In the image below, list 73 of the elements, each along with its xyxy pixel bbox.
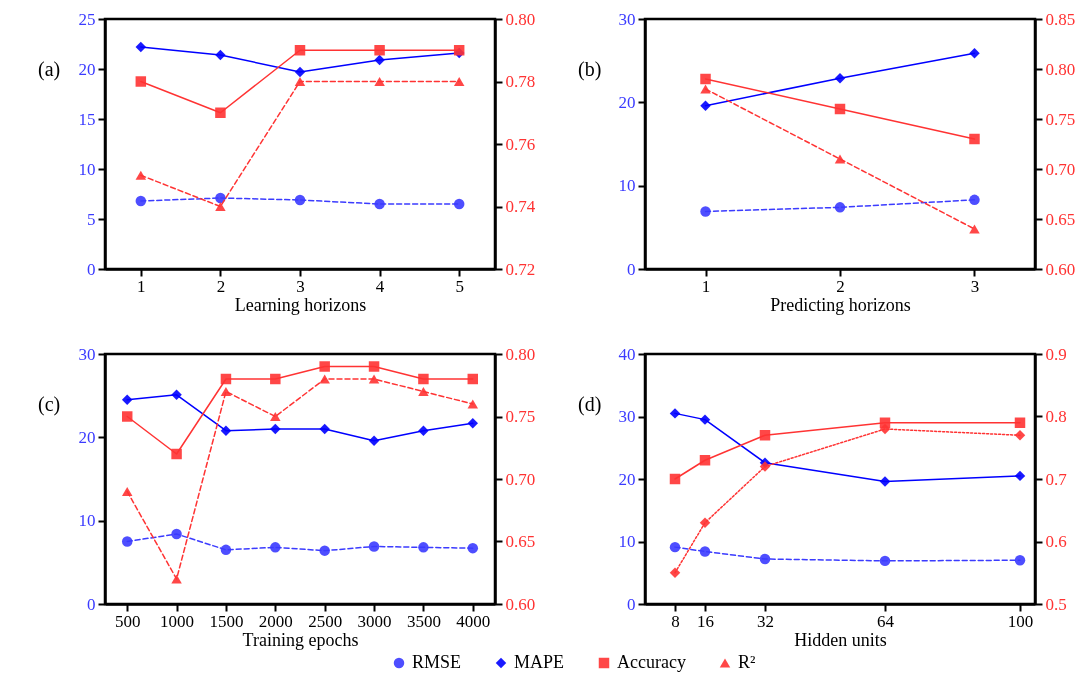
x-axis-title: Learning horizons [234, 294, 367, 315]
y-tick-label: 20 [618, 469, 636, 489]
legend-label: RMSE [412, 652, 462, 672]
x-tick-label: 2000 [258, 611, 293, 631]
x-tick-label: 3500 [406, 611, 441, 631]
y-tick-label: 20 [78, 59, 96, 79]
y2-tick-label: 0.80 [1045, 59, 1076, 79]
x-tick-label: 4 [375, 276, 385, 296]
y-tick-label: 40 [618, 344, 636, 364]
y2-tick-label: 0.8 [1045, 407, 1067, 426]
y2-tick-label: 0.70 [1045, 159, 1076, 179]
y-tick-label: 0 [627, 594, 636, 614]
y-tick-label: 30 [618, 9, 636, 29]
y2-tick-label: 0.60 [505, 594, 536, 614]
y-tick-label: 15 [78, 109, 96, 129]
text: (a) [38, 58, 61, 81]
x-tick-label: 1500 [209, 611, 244, 631]
x-tick-label: 8 [671, 611, 680, 631]
x-tick-label: 4000 [456, 611, 491, 631]
y-tick-label: 25 [78, 9, 96, 29]
y-tick-label: 20 [618, 92, 636, 112]
x-tick-label: 1 [137, 276, 146, 296]
y2-tick-label: 0.75 [505, 407, 536, 426]
y-tick-label: 10 [78, 511, 96, 531]
x-tick-label: 3 [296, 276, 305, 296]
x-tick-label: 2500 [308, 611, 343, 631]
y2-tick-label: 0.70 [505, 469, 536, 489]
y-tick-label: 5 [87, 209, 96, 229]
y2-tick-label: 0.78 [505, 72, 536, 91]
y2-tick-label: 0.75 [1045, 109, 1076, 129]
x-axis-title: Hidden units [794, 629, 887, 650]
x-tick-label: 2 [836, 276, 845, 296]
y2-tick-label: 0.9 [1045, 344, 1067, 364]
x-tick-label: 1 [701, 276, 711, 296]
y-tick-label: 0 [627, 259, 636, 279]
y-tick-label: 0 [87, 594, 96, 614]
x-tick-label: 32 [757, 611, 774, 631]
y2-tick-label: 0.76 [505, 134, 536, 154]
y2-tick-label: 0.74 [505, 197, 536, 216]
text: (b) [578, 58, 602, 81]
y2-tick-label: 0.65 [505, 532, 536, 551]
y-tick-label: 30 [618, 407, 636, 426]
y-tick-label: 0 [87, 259, 96, 279]
legend-label: MAPE [514, 652, 565, 672]
y2-tick-label: 0.85 [1045, 9, 1076, 29]
y-tick-label: 30 [78, 344, 96, 364]
y2-tick-label: 0.65 [1045, 209, 1076, 229]
y-tick-label: 20 [78, 427, 96, 447]
y2-tick-label: 0.7 [1045, 469, 1068, 489]
x-tick-label: 100 [1007, 611, 1034, 631]
x-tick-label: 3 [970, 276, 980, 296]
x-tick-label: 500 [114, 611, 141, 631]
legend-label: Accuracy [617, 652, 686, 672]
x-tick-label: 1000 [160, 611, 195, 631]
text: (c) [38, 393, 61, 416]
x-axis-title: Training epochs [242, 629, 359, 650]
y2-tick-label: 0.60 [1045, 259, 1076, 279]
x-tick-label: 16 [697, 611, 714, 631]
y-tick-label: 10 [618, 532, 636, 551]
x-tick-label: 5 [455, 276, 464, 296]
y2-tick-label: 0.80 [505, 344, 536, 364]
legend-label: R² [738, 652, 756, 672]
x-tick-label: 2 [216, 276, 226, 296]
text: (d) [578, 393, 602, 416]
y2-tick-label: 0.5 [1045, 594, 1067, 614]
y-tick-label: 10 [78, 159, 96, 179]
x-tick-label: 64 [877, 611, 895, 631]
y2-tick-label: 0.6 [1045, 532, 1067, 551]
x-tick-label: 3000 [357, 611, 392, 631]
y-tick-label: 10 [618, 176, 636, 196]
y2-tick-label: 0.72 [505, 259, 536, 279]
y2-tick-label: 0.80 [505, 9, 536, 29]
x-axis-title: Predicting horizons [770, 294, 911, 315]
